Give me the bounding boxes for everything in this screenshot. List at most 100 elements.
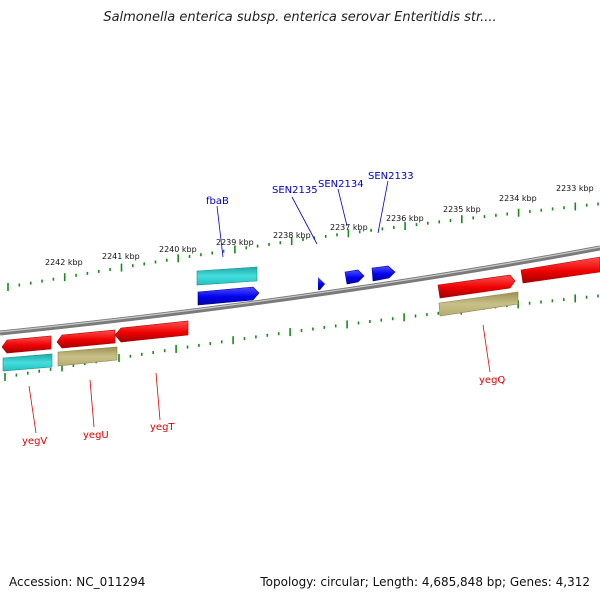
genome-backbone [0, 245, 600, 336]
scale-tick-bottom-minor [300, 329, 303, 332]
scale-tick-top-minor [166, 258, 168, 262]
scale-label-2239: 2239 kbp [216, 238, 254, 247]
scale-tick-top-minor [143, 262, 145, 266]
scale-tick-bottom-minor [357, 321, 360, 325]
scale-tick-top-minor [370, 228, 372, 232]
scale-tick-bottom-minor [323, 325, 326, 329]
scale-tick-top-minor [86, 271, 89, 275]
scale-tick-top-major [63, 273, 66, 282]
gene-yegV-red[interactable] [1, 335, 52, 354]
scale-tick-top-minor [109, 268, 111, 271]
scale-tick-bottom-minor [129, 354, 132, 358]
scale-tick-bottom-minor [198, 343, 200, 347]
scale-tick-bottom-major [175, 344, 177, 353]
scale-tick-top-minor [222, 249, 225, 253]
scale-tick-bottom-minor [437, 311, 440, 315]
scale-tick-bottom-minor [220, 340, 223, 344]
scale-tick-top-minor [18, 283, 21, 287]
leader-fbaB [216, 205, 224, 258]
scale-tick-bottom-minor [563, 298, 565, 302]
scale-tick-top-minor [438, 220, 440, 224]
scale-tick-top-minor [154, 260, 157, 264]
scale-label-2234: 2234 kbp [499, 194, 537, 203]
scale-tick-top-minor [324, 234, 327, 238]
scale-tick-top-minor [393, 225, 395, 229]
scale-tick-top-minor [188, 255, 191, 258]
scale-tick-top-minor [597, 202, 599, 206]
scale-tick-bottom-minor [141, 352, 143, 356]
gene-yegU-red[interactable] [56, 329, 116, 349]
scale-tick-top-major [574, 202, 577, 211]
gene-yegU-olive[interactable] [57, 346, 118, 367]
leader-SEN2135 [291, 196, 318, 245]
scale-tick-top-minor [200, 253, 202, 257]
scale-tick-bottom-minor [540, 300, 542, 304]
scale-tick-bottom-major [232, 336, 234, 345]
map-title: Salmonella enterica subsp. enterica sero… [103, 10, 497, 25]
leader-SEN2134 [337, 188, 348, 227]
scale-tick-bottom-minor [528, 301, 531, 305]
scale-tick-top-minor [563, 206, 565, 210]
scale-tick-top-major [290, 237, 293, 246]
scale-tick-bottom-minor [152, 351, 154, 354]
scale-tick-top-minor [449, 219, 452, 222]
gene-red-right-1[interactable] [437, 274, 516, 299]
gene-SEN2133[interactable] [371, 265, 396, 282]
scale-tick-top-minor [313, 236, 316, 240]
leader-yegT [155, 372, 161, 421]
gene-olive-right[interactable] [438, 291, 519, 317]
scale-tick-top-minor [98, 269, 100, 273]
scale-tick-top-minor [132, 264, 134, 268]
gene-label-yegV: yegV [22, 436, 47, 447]
gene-yegV-cyan[interactable] [2, 353, 53, 372]
scale-tick-top-minor [529, 209, 531, 213]
scale-label-2237: 2237 kbp [330, 223, 368, 232]
gene-label-fbaB: fbaB [206, 196, 229, 207]
leader-yegV [28, 385, 37, 434]
scale-tick-top-minor [495, 213, 497, 217]
scale-tick-top-minor [52, 277, 55, 281]
scale-label-2233: 2233 kbp [556, 184, 594, 193]
scale-label-2242: 2242 kbp [45, 258, 83, 267]
scale-tick-bottom-minor [266, 333, 269, 337]
scale-tick-bottom-minor [369, 320, 371, 323]
scale-tick-top-minor [279, 241, 282, 245]
scale-tick-bottom-minor [38, 369, 40, 373]
scale-tick-top-major [234, 245, 236, 254]
accession-text: Accession: NC_011294 [9, 575, 146, 589]
scale-tick-top-major [347, 229, 350, 238]
gene-red-right-2[interactable] [520, 256, 600, 284]
scale-tick-bottom-minor [334, 324, 337, 328]
scale-tick-bottom-major [574, 294, 576, 303]
scale-tick-top-minor [427, 221, 429, 225]
scale-tick-top-minor [551, 207, 554, 211]
scale-tick-bottom-major [517, 300, 519, 309]
scale-tick-bottom-minor [15, 373, 18, 377]
leader-yegU [89, 379, 95, 428]
scale-tick-bottom-major [289, 328, 291, 337]
gene-SEN2134[interactable] [344, 269, 365, 285]
scale-tick-bottom-major [346, 320, 348, 329]
scale-tick-bottom-minor [209, 342, 212, 346]
scale-tick-top-minor [256, 244, 259, 248]
scale-tick-top-minor [506, 212, 508, 216]
scale-tick-top-minor [472, 216, 474, 220]
gene-label-yegT: yegT [150, 422, 175, 433]
scale-tick-bottom-minor [312, 327, 314, 331]
scale-tick-top-major [517, 208, 520, 217]
leader-SEN2133 [377, 180, 389, 234]
scale-tick-bottom-major [4, 373, 6, 381]
scale-tick-bottom-minor [414, 314, 417, 318]
scale-tick-bottom-minor [72, 364, 75, 367]
scale-tick-bottom-minor [551, 299, 554, 303]
gene-SEN2135[interactable] [318, 277, 325, 290]
scale-tick-top-minor [29, 281, 32, 285]
gene-fbaB-cyan[interactable] [196, 266, 258, 286]
gene-fbaB-blue[interactable] [197, 286, 260, 306]
scale-ticks-top [7, 202, 599, 291]
gene-yegT-red[interactable] [114, 320, 189, 343]
scale-tick-top-minor [358, 230, 361, 234]
scale-tick-bottom-minor [49, 367, 52, 371]
scale-label-2241: 2241 kbp [102, 252, 140, 261]
